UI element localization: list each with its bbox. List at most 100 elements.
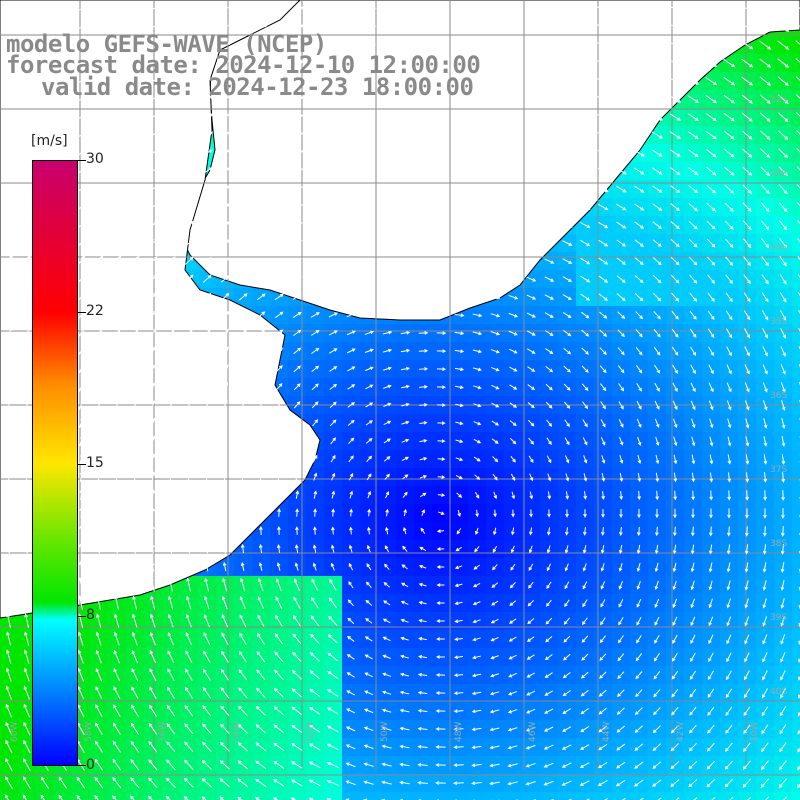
field-cell: [792, 234, 800, 252]
field-cell: [792, 594, 800, 612]
field-cell: [630, 792, 648, 800]
field-cell: [792, 108, 800, 126]
field-cell: [792, 36, 800, 54]
colorbar-tick: 0: [86, 757, 95, 773]
field-cell: [468, 792, 486, 800]
field-cell: [792, 702, 800, 720]
field-cell: [72, 792, 90, 800]
field-cell: [792, 306, 800, 324]
field-cell: [792, 432, 800, 450]
field-cell: [666, 792, 684, 800]
field-cell: [306, 792, 324, 800]
field-cell: [144, 792, 162, 800]
longitude-label: 40W: [750, 721, 760, 742]
field-cell: [792, 378, 800, 396]
longitude-label: 56W: [158, 721, 168, 742]
field-cell: [648, 792, 666, 800]
field-cell: [576, 792, 594, 800]
longitude-label: 44W: [602, 721, 612, 742]
field-cell: [54, 792, 72, 800]
valid-date: valid date: 2024-12-23 18:00:00: [41, 73, 474, 101]
field-cell: [792, 792, 800, 800]
field-cell: [180, 792, 198, 800]
field-cell: [288, 792, 306, 800]
field-cell: [684, 792, 702, 800]
field-cell: [792, 180, 800, 198]
field-cell: [702, 792, 720, 800]
field-cell: [792, 288, 800, 306]
field-cell: [360, 792, 378, 800]
longitude-label: 42W: [676, 721, 686, 742]
colorbar-tick: 22: [86, 303, 104, 319]
field-cell: [792, 630, 800, 648]
colorbar-tick-mark: [78, 160, 86, 161]
field-cell: [216, 792, 234, 800]
colorbar-tick-mark: [78, 616, 86, 617]
field-cell: [792, 774, 800, 792]
field-cell: [792, 486, 800, 504]
field-cell: [792, 72, 800, 90]
field-cell: [612, 792, 630, 800]
field-cell: [792, 144, 800, 162]
field-cell: [792, 90, 800, 108]
field-cell: [0, 792, 18, 800]
colorbar-tick-mark: [78, 464, 86, 465]
field-cell: [486, 792, 504, 800]
longitude-label: 50W: [380, 721, 390, 742]
field-cell: [792, 612, 800, 630]
field-cell: [792, 720, 800, 738]
colorbar: [32, 160, 78, 766]
field-cell: [792, 414, 800, 432]
colorbar-tick: 8: [86, 607, 95, 623]
field-cell: [720, 792, 738, 800]
longitude-label: 58W: [84, 721, 94, 742]
field-cell: [792, 54, 800, 72]
field-cell: [792, 504, 800, 522]
longitude-label: 46W: [528, 721, 538, 742]
field-cell: [792, 540, 800, 558]
field-cell: [792, 252, 800, 270]
field-cell: [162, 792, 180, 800]
field-cell: [756, 792, 774, 800]
field-cell: [792, 216, 800, 234]
latitude-label: 34S: [770, 243, 788, 253]
latitude-label: 37S: [770, 465, 788, 475]
field-cell: [396, 792, 414, 800]
colorbar-tick-mark: [78, 765, 86, 766]
field-cell: [792, 684, 800, 702]
field-cell: [792, 450, 800, 468]
field-cell: [792, 648, 800, 666]
longitude-label: 60W: [10, 721, 20, 742]
latitude-label: 39S: [770, 613, 788, 623]
field-cell: [792, 522, 800, 540]
field-cell: [378, 792, 396, 800]
field-cell: [108, 792, 126, 800]
field-cell: [792, 666, 800, 684]
field-cell: [414, 792, 432, 800]
field-cell: [792, 756, 800, 774]
latitude-label: 35S: [770, 317, 788, 327]
longitude-label: 54W: [232, 721, 242, 742]
field-cell: [792, 576, 800, 594]
field-cell: [792, 468, 800, 486]
colorbar-tick: 30: [86, 151, 104, 167]
field-cell: [792, 558, 800, 576]
field-cell: [792, 324, 800, 342]
colorbar-tick-mark: [78, 312, 86, 313]
field-cell: [18, 792, 36, 800]
latitude-label: 38S: [770, 539, 788, 549]
field-cell: [270, 792, 288, 800]
field-cell: [792, 126, 800, 144]
field-cell: [594, 792, 612, 800]
longitude-label: 48W: [454, 721, 464, 742]
field-cell: [36, 792, 54, 800]
field-cell: [792, 342, 800, 360]
field-cell: [792, 270, 800, 288]
longitude-label: 52W: [306, 721, 316, 742]
field-cell: [432, 792, 450, 800]
latitude-label: 40S: [770, 687, 788, 697]
field-cell: [792, 198, 800, 216]
field-cell: [792, 360, 800, 378]
colorbar-unit: [m/s]: [31, 133, 68, 149]
